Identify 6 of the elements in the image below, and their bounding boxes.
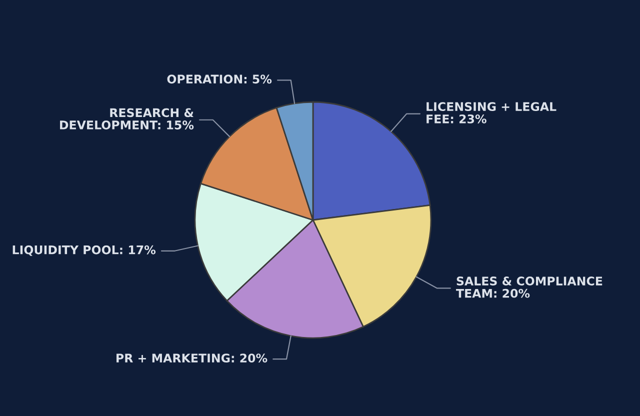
slice-label: OPERATION: 5% (167, 74, 272, 84)
slice-label: RESEARCH & DEVELOPMENT: 15% (60, 108, 194, 130)
slice-label: SALES & COMPLIANCE TEAM: 20% (456, 276, 602, 298)
slice-label: LIQUIDITY POOL: 17% (12, 245, 156, 256)
slice-label: LICENSING + LEGAL FEE: 23% (426, 102, 556, 124)
slice-label: PR + MARKETING: 20% (116, 354, 268, 363)
